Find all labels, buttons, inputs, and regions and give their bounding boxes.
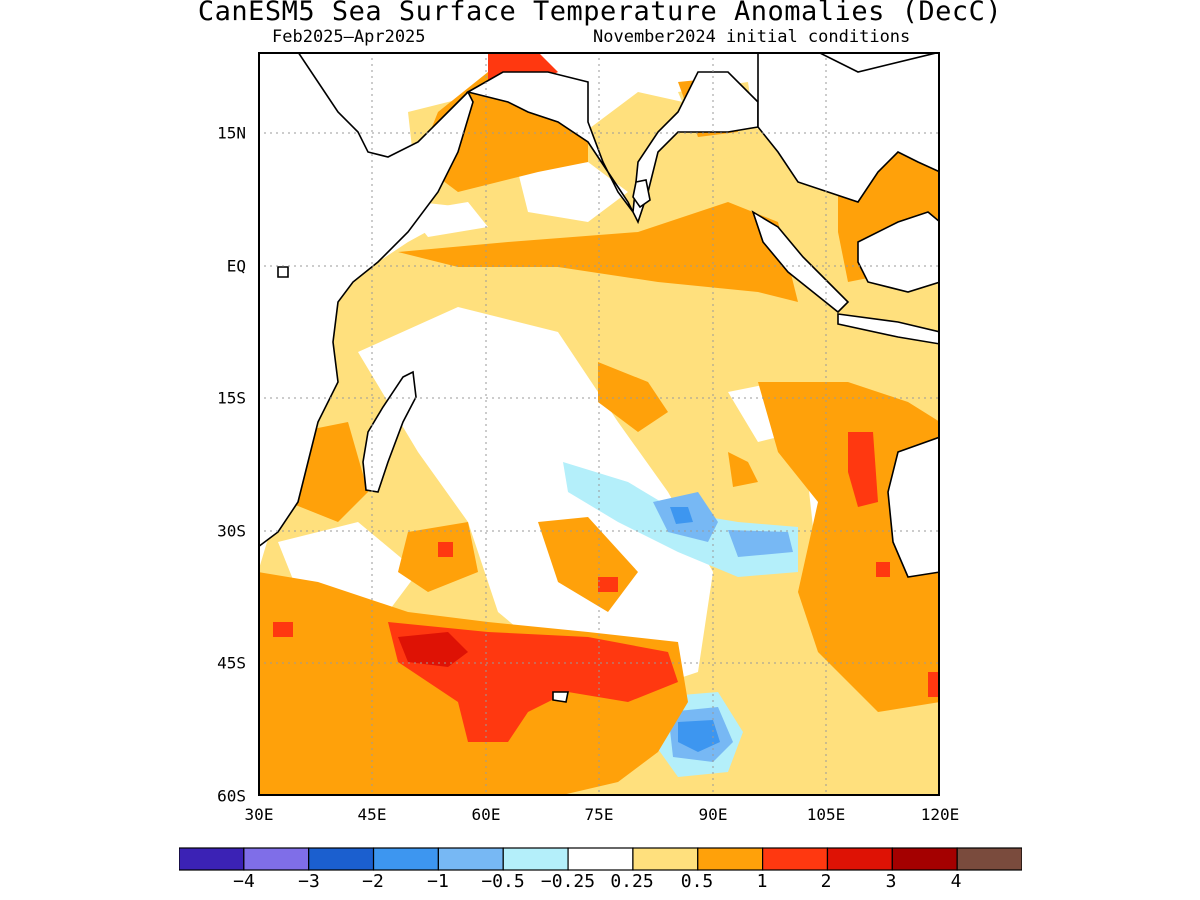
madagascar-landmass <box>362 370 417 493</box>
colorbar-label: 2 <box>820 871 832 892</box>
colorbar-label: 4 <box>950 871 962 892</box>
lon-tick-45e: 45E <box>357 805 387 824</box>
lat-tick-45s: 45S <box>217 653 246 673</box>
colorbar-swatch <box>243 847 310 871</box>
colorbar-swatch <box>697 847 764 871</box>
map-frame <box>258 52 940 796</box>
graticule <box>258 52 940 796</box>
colorbar-label: −3 <box>298 871 320 892</box>
colorbar-label: 0.25 <box>610 871 654 892</box>
sst-anomaly-map <box>258 52 940 796</box>
lon-tick-30e: 30E <box>244 805 274 824</box>
reunion-landmass <box>277 266 289 278</box>
colorbar-swatch <box>502 847 569 871</box>
colorbar-label: −0.5 <box>481 871 525 892</box>
colorbar-label: −0.25 <box>540 871 596 892</box>
forecast-period-label: Feb2025–Apr2025 <box>272 27 426 47</box>
lat-tick-60s: 60S <box>217 786 246 806</box>
colorbar-swatch <box>308 847 375 871</box>
colorbar-label: −2 <box>362 871 384 892</box>
lon-tick-60e: 60E <box>471 805 501 824</box>
initial-conditions-label: November2024 initial conditions <box>593 27 911 47</box>
colorbar-swatch <box>372 847 439 871</box>
colorbar-label: 0.5 <box>680 871 714 892</box>
colorbar-swatch <box>632 847 699 871</box>
colorbar-swatch <box>826 847 893 871</box>
anomaly-band-2-3 <box>398 632 468 667</box>
colorbar-swatch <box>956 847 1022 871</box>
colorbar-swatch <box>567 847 634 871</box>
lat-tick-30s: 30S <box>217 521 246 541</box>
lat-tick-15n: 15N <box>217 123 246 143</box>
colorbar-swatch <box>762 847 829 871</box>
australia-landmass <box>887 436 940 578</box>
colorbar-label: −4 <box>233 871 255 892</box>
lon-tick-75e: 75E <box>584 805 614 824</box>
borneo-landmass <box>857 211 940 293</box>
anomaly-band-neg-1 <box>670 507 720 752</box>
colorbar-swatch <box>179 847 245 871</box>
colorbar <box>179 847 1022 871</box>
kerguelen-landmass <box>552 691 569 703</box>
lon-tick-90e: 90E <box>698 805 728 824</box>
lat-tick-eq: EQ <box>226 256 246 276</box>
africa-landmass <box>258 52 474 548</box>
java-landmass <box>837 313 940 345</box>
southeast-asia-landmass <box>757 52 940 203</box>
landmasses <box>258 52 940 703</box>
lon-tick-105e: 105E <box>806 805 846 824</box>
sri-lanka-landmass <box>632 179 651 209</box>
colorbar-swatch <box>437 847 504 871</box>
colorbar-label: 1 <box>756 871 768 892</box>
colorbar-label: −1 <box>427 871 449 892</box>
sumatra-landmass <box>751 210 850 314</box>
lat-tick-15s: 15S <box>217 388 246 408</box>
colorbar-swatch <box>891 847 958 871</box>
chart-title: CanESM5 Sea Surface Temperature Anomalie… <box>197 0 1003 27</box>
colorbar-label: 3 <box>885 871 897 892</box>
lon-tick-120e: 120E <box>920 805 960 824</box>
